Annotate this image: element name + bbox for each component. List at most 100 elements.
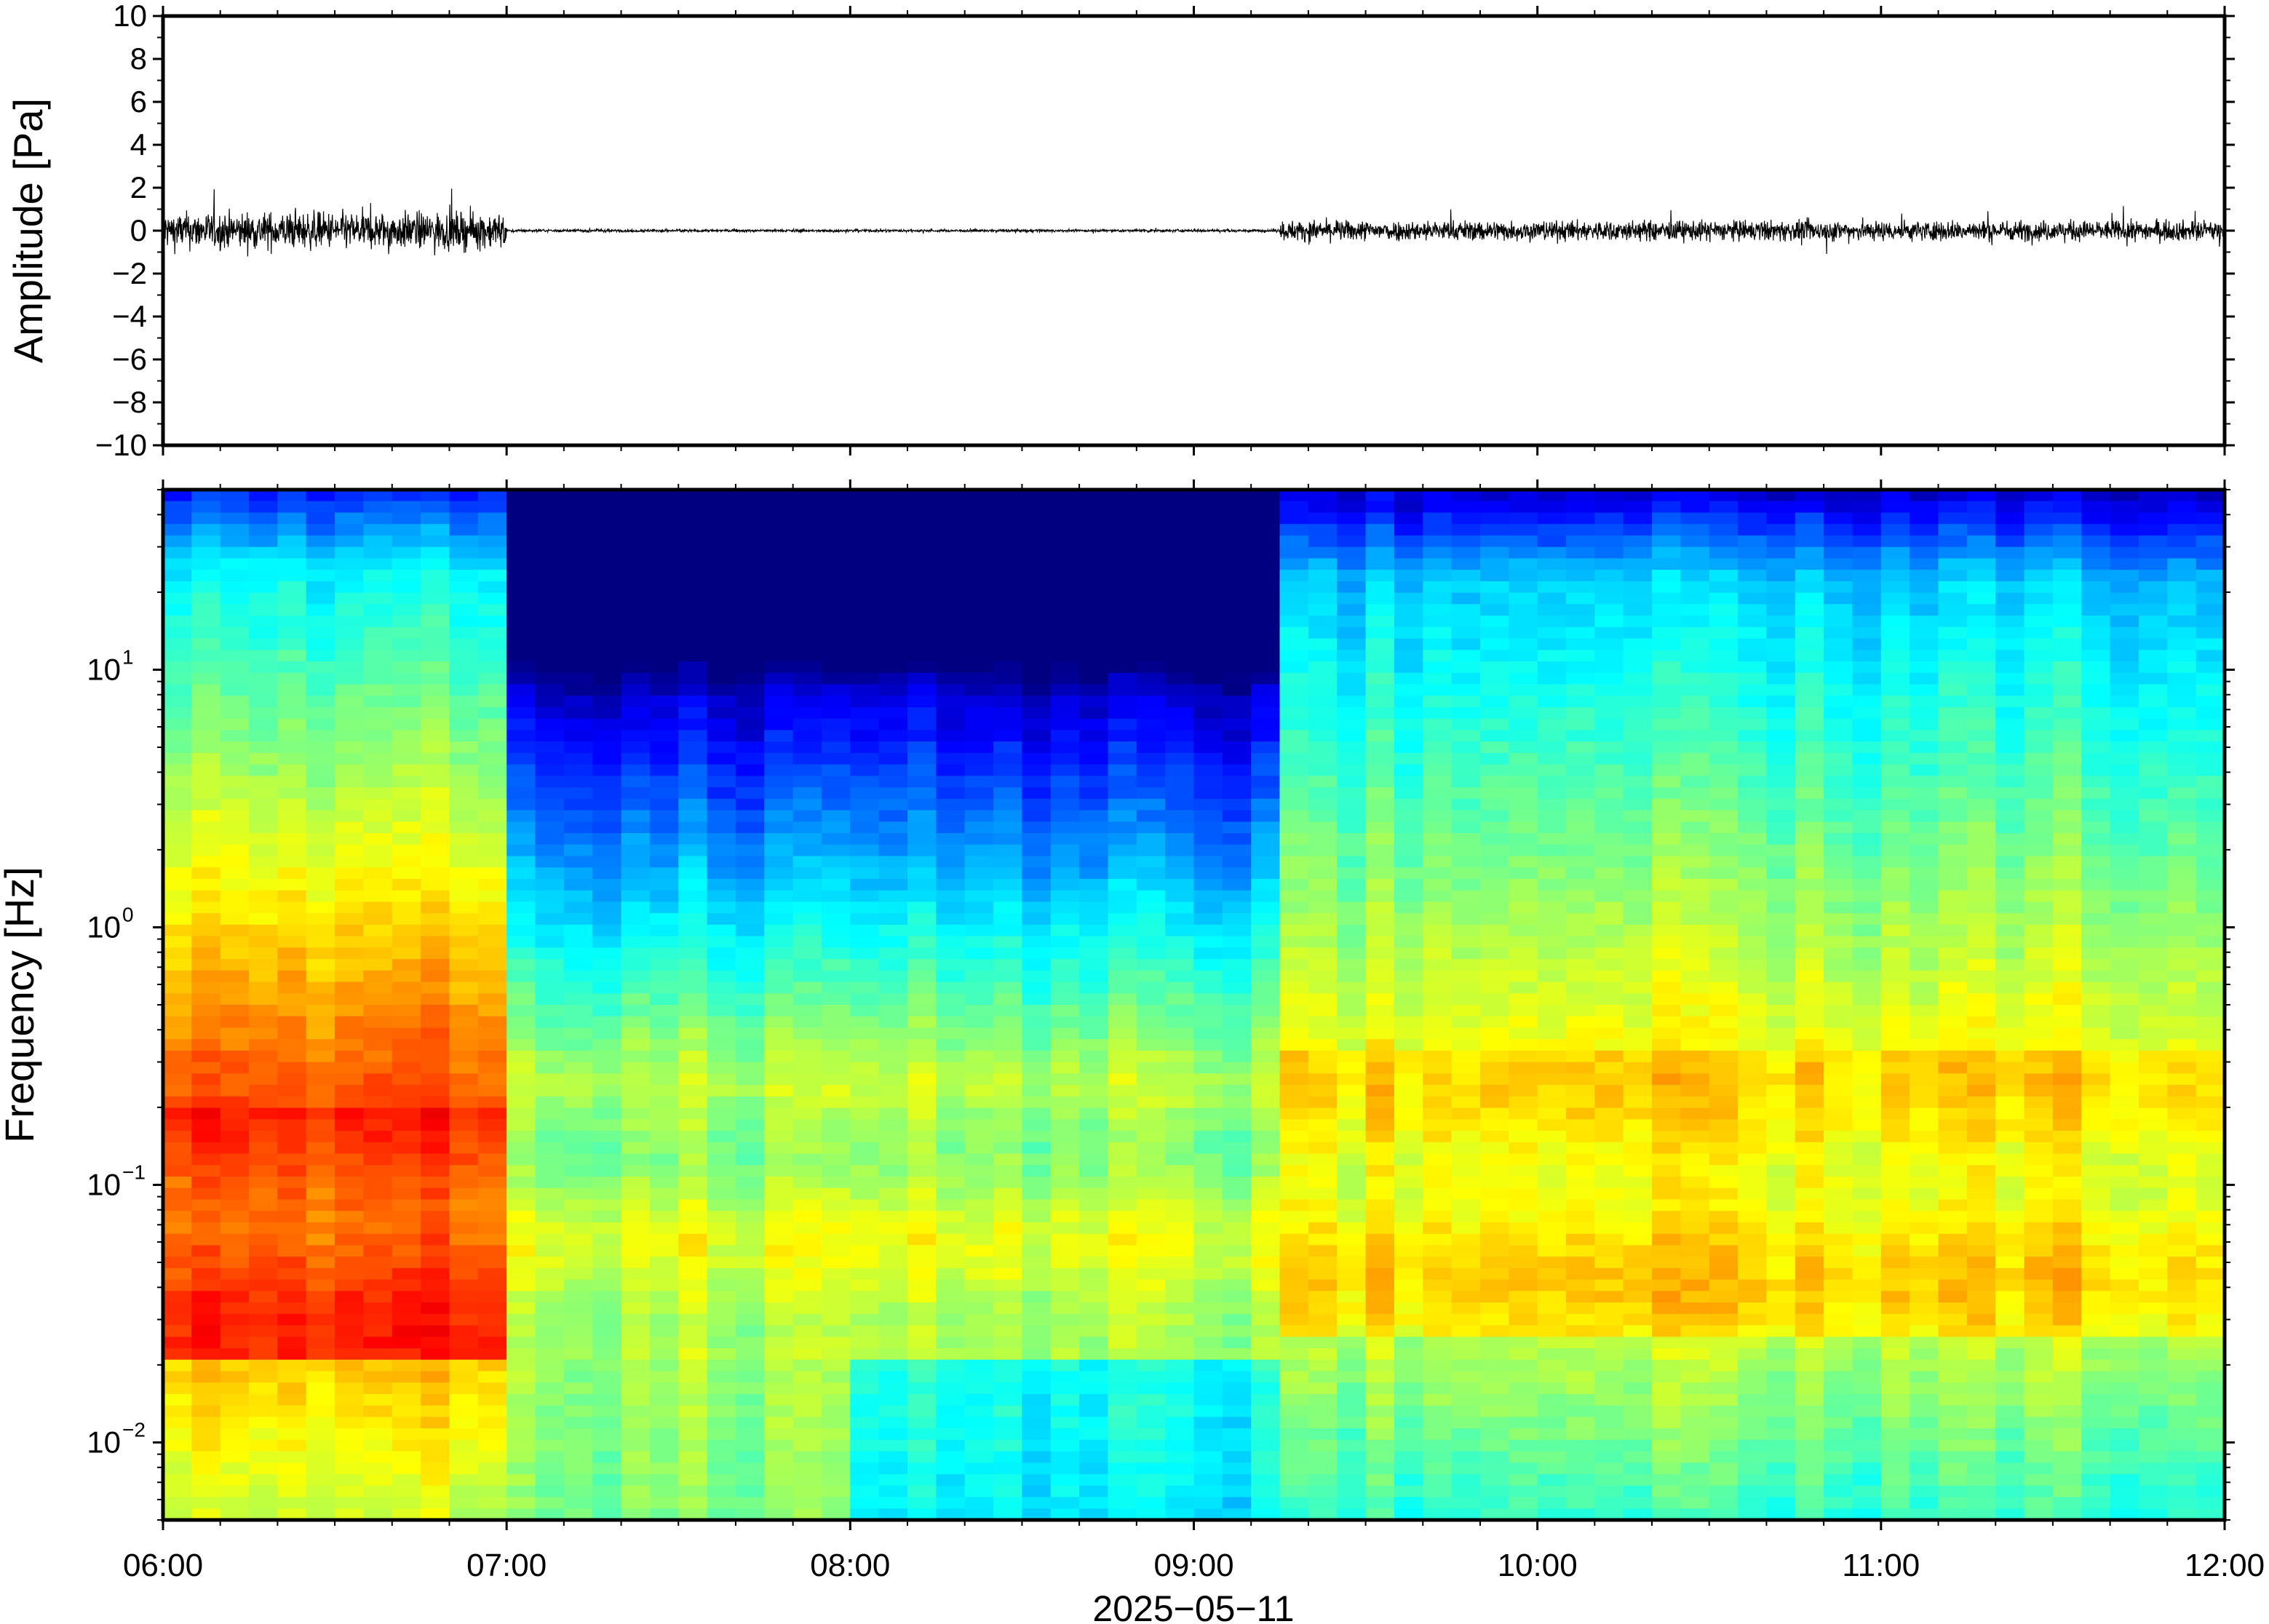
spectrogram-cell [1594, 1393, 1624, 1406]
spectrogram-cell [1050, 833, 1080, 845]
spectrogram-cell [477, 810, 507, 822]
spectrogram-cell [1308, 604, 1338, 616]
spectrogram-cell [535, 1405, 565, 1417]
spectrogram-cell [792, 924, 822, 937]
spectrogram-cell [1022, 570, 1052, 582]
spectrogram-cell [277, 810, 307, 822]
spectrogram-cell [1451, 1497, 1481, 1509]
spectrogram-cell [477, 1382, 507, 1395]
spectrogram-cell [249, 1428, 278, 1441]
spectrogram-cell [1079, 1371, 1108, 1383]
spectrogram-cell [592, 592, 622, 605]
spectrogram-cell [1480, 1177, 1509, 1189]
spectrogram-cell [277, 1313, 307, 1326]
spectrogram-cell [649, 890, 679, 902]
spectrogram-cell [878, 787, 908, 800]
spectrogram-cell [1480, 1279, 1509, 1291]
spectrogram-cell [993, 1267, 1022, 1281]
spectrogram-cell [535, 810, 565, 822]
spectrogram-cell [421, 558, 450, 570]
spectrogram-cell [1594, 1211, 1624, 1223]
spectrogram-cell [936, 1233, 966, 1246]
spectrogram-cell [907, 696, 937, 708]
spectrogram-cell [964, 1016, 994, 1028]
spectrogram-cell [392, 592, 421, 605]
spectrogram-cell [191, 1371, 221, 1383]
spectrogram-cell [1451, 1005, 1481, 1017]
spectrogram-cell [392, 821, 421, 834]
spectrogram-cell [306, 1302, 335, 1315]
spectrogram-cell [1308, 776, 1338, 788]
spectrogram-cell [707, 1073, 736, 1086]
spectrogram-cell [1022, 844, 1052, 856]
spectrogram-cell [563, 661, 593, 674]
spectrogram-cell [477, 982, 507, 994]
spectrogram-cell [1165, 730, 1195, 742]
spectrogram-cell [1251, 1325, 1281, 1337]
spectrogram-cell [993, 1371, 1022, 1383]
spectrogram-cell [792, 913, 822, 926]
spectrogram-cell [535, 730, 565, 742]
spectrogram-cell [1365, 844, 1395, 856]
spectrogram-cell [163, 626, 192, 640]
spectrogram-cell [1337, 1153, 1367, 1166]
spectrogram-cell [878, 1325, 908, 1337]
spectrogram-cell [649, 821, 679, 834]
spectrogram-cell [335, 1199, 364, 1211]
spectrogram-cell [163, 1039, 192, 1051]
spectrogram-cell [1251, 1222, 1281, 1235]
spectrogram-cell [1680, 1222, 1710, 1235]
spectrogram-cell [535, 764, 565, 776]
spectrogram-cell [363, 1085, 393, 1097]
spectrogram-cell [477, 1199, 507, 1211]
spectrogram-cell [878, 844, 908, 856]
spectrogram-cell [535, 1462, 565, 1475]
spectrogram-cell [363, 1119, 393, 1131]
spectrogram-cell [1537, 1325, 1567, 1337]
spectrogram-cell [191, 947, 221, 960]
spectrogram-cell [1222, 1508, 1252, 1521]
spectrogram-cell [1279, 558, 1309, 570]
spectrogram-cell [506, 890, 536, 902]
spectrogram-cell [822, 1279, 851, 1291]
spectrogram-cell [220, 730, 250, 742]
spectrogram-cell [907, 490, 937, 502]
spectrogram-cell [1365, 993, 1395, 1006]
spectrogram-cell [1050, 913, 1080, 926]
spectrogram-cell [764, 1187, 794, 1200]
spectrogram-cell [1451, 1348, 1481, 1361]
spectrogram-cell [563, 890, 593, 902]
spectrogram-cell [1652, 1211, 1681, 1223]
spectrogram-cell [735, 650, 765, 662]
spectrogram-cell [1423, 1279, 1453, 1291]
spectrogram-cell [477, 1337, 507, 1349]
spectrogram-cell [277, 1428, 307, 1441]
spectrogram-cell [993, 730, 1022, 742]
spectrogram-cell [907, 1107, 937, 1120]
spectrogram-cell [1022, 1485, 1052, 1498]
spectrogram-cell [1451, 616, 1481, 628]
spectrogram-cell [363, 741, 393, 754]
spectrogram-cell [191, 878, 221, 891]
spectrogram-cell [1451, 798, 1481, 811]
spectrogram-cell [1165, 696, 1195, 708]
spectrogram-cell [335, 1050, 364, 1063]
spectrogram-cell [363, 570, 393, 582]
spectrogram-cell [1623, 490, 1653, 502]
spectrogram-cell [993, 1177, 1022, 1189]
spectrogram-cell [477, 844, 507, 856]
spectrogram-cell [191, 718, 221, 731]
spectrogram-cell [506, 1267, 536, 1281]
spectrogram-cell [1193, 1119, 1223, 1131]
spectrogram-cell [1594, 798, 1624, 811]
spectrogram-cell [1193, 501, 1223, 513]
spectrogram-cell [1222, 878, 1252, 891]
spectrogram-cell [678, 787, 708, 800]
spectrogram-cell [335, 1062, 364, 1074]
spectrogram-cell [563, 821, 593, 834]
spectrogram-cell [1337, 1050, 1367, 1063]
spectrogram-cell [822, 592, 851, 605]
spectrogram-cell [1279, 856, 1309, 868]
spectrogram-cell [1680, 1233, 1710, 1246]
spectrogram-cell [1193, 1382, 1223, 1395]
